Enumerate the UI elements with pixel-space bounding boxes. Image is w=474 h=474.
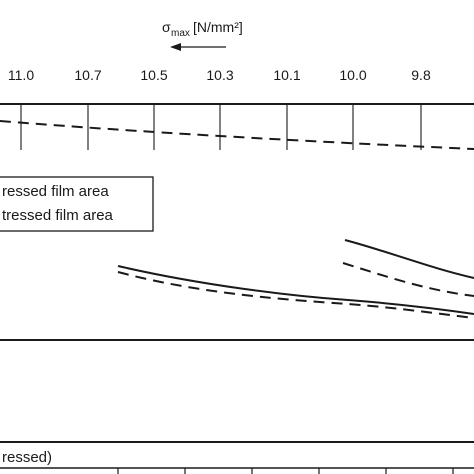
series-middle-left-dashed: [117, 271, 474, 319]
legend-entry-1: ressed film area: [2, 183, 109, 200]
top-tick-label: 10.1: [273, 67, 300, 83]
direction-arrow: [170, 43, 226, 51]
legend: ressed film area tressed film area: [0, 176, 154, 232]
bottom-panel-label: ressed): [2, 449, 52, 466]
top-axis-title-symbol: σ: [162, 19, 171, 35]
top-tick-labels: 11.0 10.7 10.5 10.3 10.1 10.0 9.8: [8, 67, 431, 83]
top-panel-ticks: [20, 104, 422, 150]
bottom-axis-ticks: [117, 468, 454, 474]
legend-entry-2: tressed film area: [2, 207, 114, 224]
top-axis-title-unit: [N/mm²]: [193, 19, 243, 35]
top-tick-label: 10.7: [74, 67, 101, 83]
series-top-dashed: [0, 120, 474, 150]
top-axis-title: σ max [N/mm²]: [162, 19, 243, 39]
series-middle-left-solid: [117, 265, 474, 315]
top-tick-label: 11.0: [8, 67, 34, 83]
top-tick-label: 10.3: [206, 67, 233, 83]
top-tick-label: 10.0: [339, 67, 366, 83]
top-tick-label: 10.5: [140, 67, 167, 83]
top-tick-label: 9.8: [411, 67, 431, 83]
series-middle-right-solid: [344, 239, 474, 279]
legend-box: [0, 176, 154, 232]
series-middle-right-dashed: [342, 262, 474, 297]
top-axis-title-subscript: max: [171, 28, 190, 39]
